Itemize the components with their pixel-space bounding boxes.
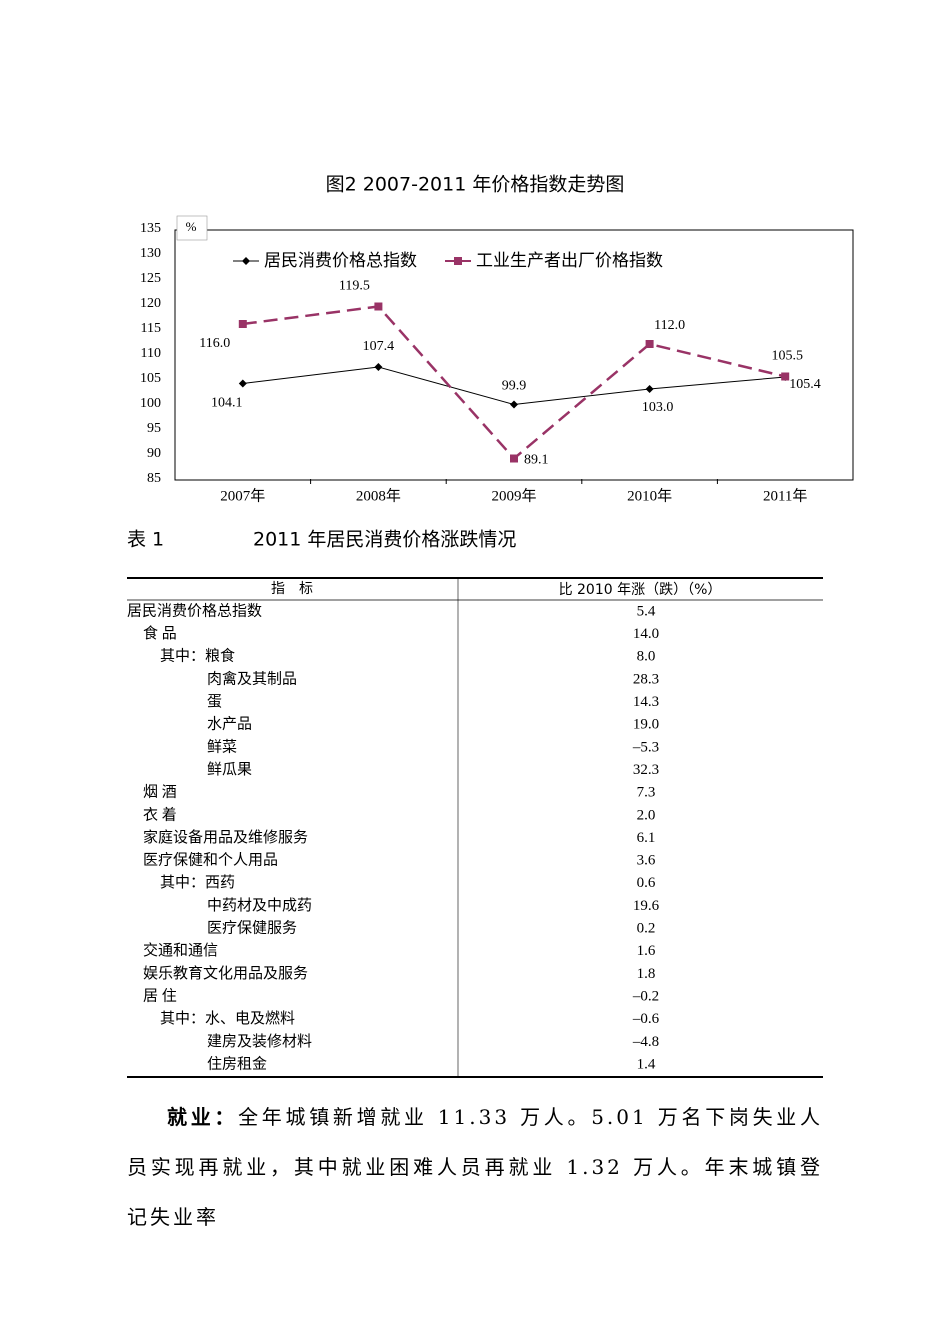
table-cell: 3.6 [637, 853, 656, 869]
table-cell: 5.4 [637, 603, 656, 619]
table-cell: 食 品 [143, 625, 177, 642]
y-tick-label: 135 [140, 221, 161, 236]
data-label: 103.0 [642, 400, 674, 415]
x-tick-label: 2007年 [220, 487, 265, 504]
table-cell: 居民消费价格总指数 [127, 602, 262, 619]
data-label: 104.1 [211, 396, 243, 411]
data-label: 107.4 [363, 339, 395, 354]
table-cell: 其中：西药 [160, 874, 235, 891]
table-cell: 8.0 [637, 649, 656, 665]
point [645, 340, 654, 348]
table-cell: 1.8 [637, 966, 656, 982]
point [242, 257, 250, 265]
table-cell: 烟 酒 [143, 784, 177, 801]
table-cell: –4.8 [632, 1034, 659, 1050]
y-tick-label: 90 [147, 446, 161, 461]
paragraph-lead: 就业： [167, 1105, 239, 1129]
point [238, 379, 247, 388]
table-cell: 建房及装修材料 [207, 1033, 312, 1050]
table-cell: 水产品 [207, 716, 252, 733]
x-tick-label: 2008年 [356, 487, 401, 504]
table-cell: 0.2 [637, 921, 656, 937]
table-header: 比 2010 年涨（跌）（%） [559, 582, 722, 598]
point [374, 363, 383, 371]
table-cell: 鲜菜 [207, 738, 237, 755]
data-label: 119.5 [339, 279, 370, 294]
y-tick-label: 105 [140, 371, 161, 386]
table-cell: 14.3 [633, 694, 659, 710]
x-tick-label: 2011年 [763, 487, 807, 504]
table-cell: 中药材及中成药 [207, 897, 312, 914]
table-label: 表 1 [127, 529, 164, 551]
table-title: 2011 年居民消费价格涨跌情况 [253, 529, 516, 551]
table-cell: 14.0 [633, 626, 659, 642]
data-label: 116.0 [199, 336, 230, 351]
y-tick-label: 110 [141, 346, 161, 361]
table-cell: 鲜瓜果 [207, 761, 252, 778]
point [454, 257, 462, 265]
data-label: 112.0 [654, 318, 685, 333]
y-tick-label: 130 [140, 246, 161, 261]
table-cell: 其中：粮食 [160, 648, 235, 665]
point [510, 454, 518, 463]
point [645, 385, 654, 393]
table-cell: –0.2 [632, 988, 659, 1004]
data-label: 105.5 [771, 349, 803, 364]
point [781, 372, 790, 381]
table-cell: –5.3 [632, 739, 659, 755]
table-cell: 0.6 [637, 875, 656, 891]
table-cell: 1.6 [637, 943, 656, 959]
y-tick-label: 120 [140, 296, 161, 311]
table-cell: 7.3 [637, 785, 656, 801]
table-cell: 28.3 [633, 671, 659, 687]
table-cell: 交通和通信 [143, 941, 218, 959]
paragraph-body: 全年城镇新增就业 11.33 万人。5.01 万名下岗失业人员实现再就业，其中就… [127, 1105, 824, 1229]
legend-label: 居民消费价格总指数 [264, 251, 417, 271]
x-tick-label: 2010年 [627, 487, 672, 504]
paragraph: 就业：全年城镇新增就业 11.33 万人。5.01 万名下岗失业人员实现再就业，… [127, 1092, 823, 1242]
unit-box [176, 215, 208, 241]
table-cell: 娱乐教育文化用品及服务 [143, 965, 308, 982]
y-unit: % [186, 219, 197, 234]
table-header: 指 标 [271, 581, 313, 597]
document-graphics: 图2 2007-2011 年价格指数走势图 % 表 1 2011 年居民消费价格… [127, 174, 854, 1078]
table-cell: 衣 着 [143, 806, 177, 823]
point [374, 302, 383, 311]
table-cell: 19.0 [633, 717, 659, 733]
data-label: 89.1 [524, 453, 549, 468]
table-cell: 6.1 [637, 830, 656, 846]
y-tick-label: 100 [140, 396, 161, 411]
table-cell: 32.3 [633, 762, 659, 778]
table-cell: 医疗保健和个人用品 [143, 852, 278, 869]
y-tick-label: 125 [140, 271, 161, 286]
table-cell: 其中：水、电及燃料 [160, 1009, 295, 1027]
table-cell: –0.6 [632, 1011, 660, 1027]
y-tick-label: 85 [147, 471, 161, 486]
table-cell: 肉禽及其制品 [207, 670, 297, 687]
chart-title: 图2 2007-2011 年价格指数走势图 [326, 174, 625, 196]
table-cell: 医疗保健服务 [207, 920, 297, 937]
plot-frame [174, 229, 854, 481]
table-cell: 蛋 [207, 693, 222, 710]
table-cell: 家庭设备用品及维修服务 [143, 829, 308, 846]
x-tick-label: 2009年 [491, 487, 536, 504]
table-cell: 2.0 [637, 807, 656, 823]
data-label: 99.9 [502, 379, 527, 394]
y-tick-label: 95 [147, 421, 161, 436]
data-label: 105.4 [789, 377, 821, 392]
table-cell: 居 住 [143, 987, 177, 1004]
y-tick-label: 115 [141, 321, 161, 336]
table-cell: 住房租金 [207, 1055, 267, 1072]
legend-label: 工业生产者出厂价格指数 [476, 251, 663, 271]
point [510, 400, 518, 409]
point [238, 320, 247, 328]
table-cell: 19.6 [633, 898, 660, 914]
table-cell: 1.4 [637, 1056, 656, 1072]
